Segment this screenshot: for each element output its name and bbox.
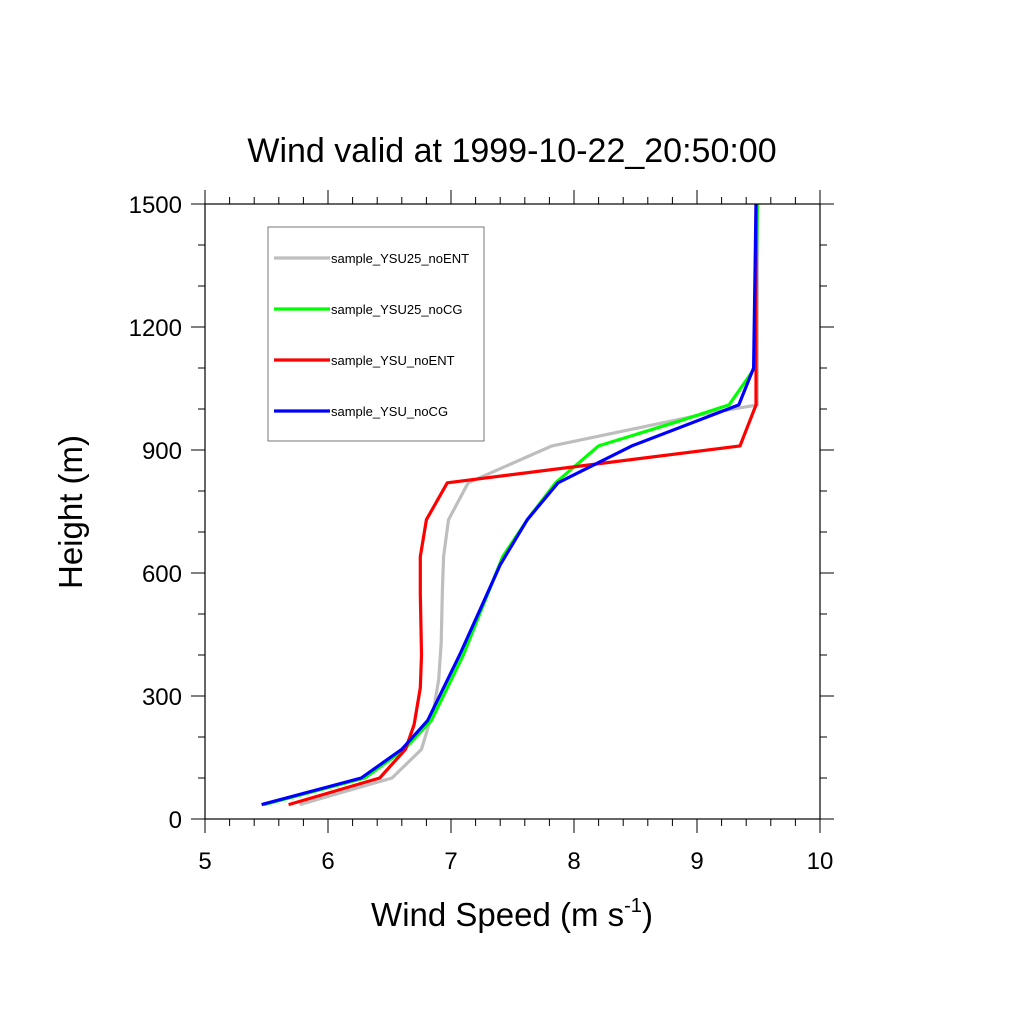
y-tick-label: 1200 bbox=[129, 315, 182, 342]
y-tick-label: 1500 bbox=[129, 192, 182, 219]
legend-label-2: sample_YSU_noENT bbox=[331, 353, 455, 368]
chart-title: Wind valid at 1999-10-22_20:50:00 bbox=[247, 132, 776, 170]
x-tick-label: 8 bbox=[567, 848, 580, 875]
y-axis-label: Height (m) bbox=[52, 435, 89, 589]
x-tick-label: 9 bbox=[690, 848, 703, 875]
plot-frame bbox=[204, 203, 821, 820]
series-line-0 bbox=[299, 204, 759, 807]
x-axis-label: Wind Speed (m s-1) bbox=[371, 895, 653, 933]
y-tick-label: 900 bbox=[142, 438, 182, 465]
y-tick-label: 0 bbox=[169, 807, 182, 834]
legend-label-3: sample_YSU_noCG bbox=[331, 404, 448, 419]
ticks-layer: 5 6 7 8 9 10 0 300 600 900 1200 1500 bbox=[129, 190, 834, 875]
x-tick-label: 10 bbox=[807, 848, 834, 875]
legend: sample_YSU25_noENT sample_YSU25_noCGsampl… bbox=[267, 226, 485, 442]
x-axis-label-main: Wind Speed (m s bbox=[371, 896, 624, 933]
legend-label-1: sample_YSU25_noCG bbox=[331, 302, 463, 317]
x-tick-label: 6 bbox=[321, 848, 334, 875]
y-tick-label: 300 bbox=[142, 684, 182, 711]
series-line-3 bbox=[261, 203, 758, 807]
legend-box bbox=[267, 226, 485, 442]
x-tick-label: 7 bbox=[444, 848, 457, 875]
x-tick-label: 5 bbox=[198, 848, 211, 875]
x-axis-label-superscript: -1 bbox=[624, 895, 642, 917]
y-tick-label: 600 bbox=[142, 561, 182, 588]
series-layer bbox=[261, 203, 759, 807]
series-line-1 bbox=[263, 203, 759, 807]
x-axis-label-suffix: ) bbox=[642, 896, 653, 933]
legend-label-0: sample_YSU25_noENT bbox=[331, 251, 469, 266]
